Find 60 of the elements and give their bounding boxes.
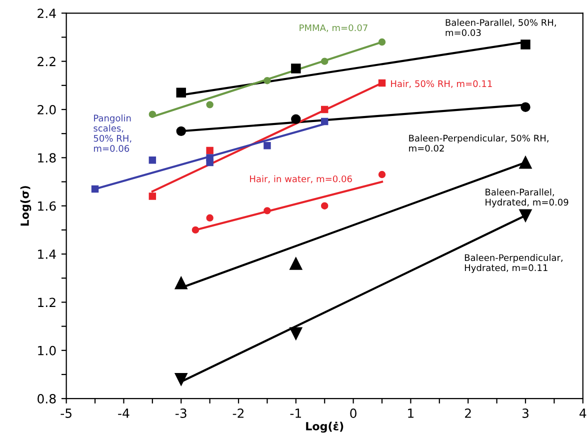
y-axis-title: Log(σ) xyxy=(20,186,32,226)
point xyxy=(378,79,386,87)
point xyxy=(291,64,301,74)
point xyxy=(378,170,386,178)
point xyxy=(206,214,214,222)
point xyxy=(192,226,200,234)
y-tick-label: 1.4 xyxy=(38,250,56,259)
point xyxy=(519,209,532,222)
x-tick-label: -2 xyxy=(232,408,244,418)
point xyxy=(176,88,186,98)
y-tick-label: 2.4 xyxy=(38,8,56,18)
point xyxy=(264,76,271,84)
annotation: PMMA, m=0.07 xyxy=(300,24,368,32)
annotation: Baleen-Perpendicular, 50% RH, m=0.02 xyxy=(409,134,548,152)
point xyxy=(321,106,328,114)
annotation: Baleen-Perpendicular, Hydrated, m=0.11 xyxy=(464,254,562,273)
annotation: Hair, in water, m=0.06 xyxy=(250,175,352,184)
point xyxy=(206,154,214,162)
point xyxy=(520,102,530,112)
point xyxy=(264,207,271,214)
x-tick-label: 2 xyxy=(465,408,471,418)
annotation: Baleen-Parallel, Hydrated, m=0.09 xyxy=(486,188,568,208)
point xyxy=(176,126,186,136)
annotation: Baleen-Parallel, 50% RH, m=0.03 xyxy=(446,18,556,36)
point xyxy=(148,156,156,164)
point xyxy=(206,101,214,108)
point xyxy=(206,146,214,154)
x-tick-label: -4 xyxy=(118,408,130,418)
y-tick-label: 2.0 xyxy=(38,104,56,114)
point xyxy=(148,192,156,200)
annotation: Hair, 50% RH, m=0.11 xyxy=(391,80,492,88)
y-tick-label: 1.8 xyxy=(38,153,56,163)
y-tick-label: 1.2 xyxy=(38,298,56,307)
point xyxy=(91,185,99,193)
x-tick-label: 1 xyxy=(408,408,414,418)
point xyxy=(148,110,156,118)
point xyxy=(264,142,271,150)
x-tick-label: -1 xyxy=(290,408,301,418)
point xyxy=(174,373,188,386)
x-axis-title: Log(ε̇) xyxy=(306,422,344,433)
point xyxy=(378,38,386,46)
point xyxy=(174,276,188,290)
point xyxy=(519,156,532,169)
y-tick-label: 1.6 xyxy=(38,201,56,211)
point xyxy=(321,202,328,210)
y-tick-label: 2.2 xyxy=(38,56,56,66)
x-tick-label: -5 xyxy=(60,408,72,418)
x-tick-label: 0 xyxy=(350,408,356,418)
point xyxy=(290,257,302,270)
point xyxy=(321,118,328,126)
point xyxy=(520,40,530,50)
x-tick-label: 3 xyxy=(522,408,528,418)
x-tick-label: -3 xyxy=(176,408,186,418)
point xyxy=(290,327,302,340)
y-tick-label: 0.8 xyxy=(38,394,56,404)
point xyxy=(321,58,328,65)
y-tick-label: 1.0 xyxy=(38,346,56,356)
point xyxy=(291,114,301,124)
x-tick-label: 4 xyxy=(580,408,586,418)
annotation: Pangolin scales, 50% RH, m=0.06 xyxy=(94,114,132,152)
